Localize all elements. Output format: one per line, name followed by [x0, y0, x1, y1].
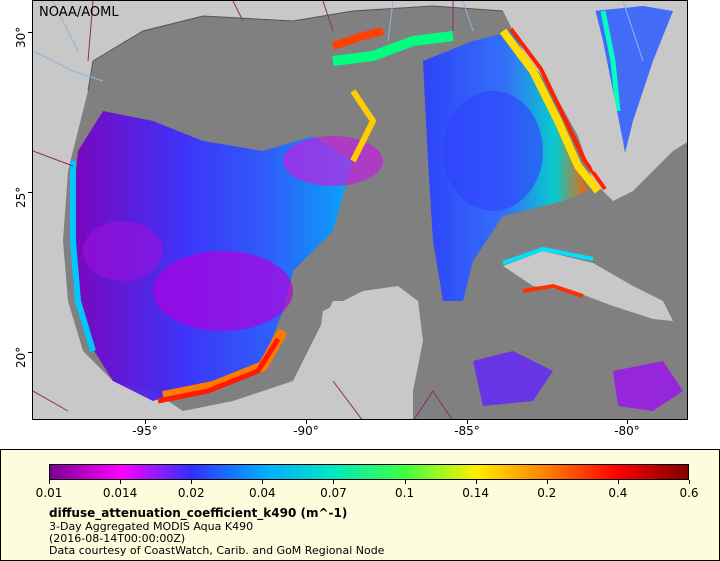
low-k490-patch: [83, 221, 163, 281]
colorbar-tick-mark: [262, 480, 264, 484]
lat-tick-label: 20°: [14, 346, 28, 368]
colorbar-tick-label: 0.4: [608, 486, 628, 500]
dataset-description: 3-Day Aggregated MODIS Aqua K490: [49, 520, 254, 533]
colorbar-tick-mark: [475, 480, 477, 484]
cuba-island: [503, 251, 673, 321]
lon-tick-mark: [145, 420, 146, 424]
low-k490-patch: [153, 251, 293, 331]
colorbar-tick-mark: [333, 480, 335, 484]
colorbar-tick-label: 0.6: [679, 486, 699, 500]
dataset-credit: Data courtesy of CoastWatch, Carib. and …: [49, 544, 385, 557]
state-border: [87, 1, 454, 62]
k490-map: [33, 1, 687, 419]
lat-tick-label: 30°: [14, 26, 28, 48]
legend-panel: 0.01 0.014 0.02 0.04 0.07 0.1 0.14 0.2 0.4 0.6 di…: [0, 449, 720, 561]
lon-tick-mark: [306, 420, 307, 424]
lon-tick-mark: [627, 420, 628, 424]
colorbar-tick-label: 0.01: [35, 486, 63, 500]
low-k490-patch: [283, 136, 383, 186]
cuba-coastal-high-k490: [522, 283, 584, 298]
colorbar-tick-mark: [191, 480, 193, 484]
colorbar-tick-label: 0.14: [462, 486, 490, 500]
campeche-coastal-high-k490: [157, 337, 281, 404]
yucatan-peninsula: [313, 286, 423, 419]
caribbean-k490-patch: [613, 361, 683, 411]
colorbar: [49, 464, 689, 480]
coastline: [87, 5, 504, 92]
lat-tick-mark: [28, 192, 32, 193]
colorbar-tick-label: 0.02: [177, 486, 205, 500]
lon-tick-label: -90°: [293, 424, 319, 438]
lat-tick-mark: [28, 352, 32, 353]
lon-tick-label: -95°: [132, 424, 158, 438]
colorbar-tick-mark: [617, 480, 619, 484]
colorbar-tick-mark: [546, 480, 548, 484]
florida-coastal-high-k490: [499, 28, 602, 194]
lon-tick-label: -80°: [614, 424, 640, 438]
colorbar-tick-label: 0.04: [248, 486, 276, 500]
noaa-credit: NOAA/AOML: [39, 5, 119, 20]
country-border: [33, 150, 453, 419]
florida-peninsula: [513, 1, 628, 181]
colorbar-tick-label: 0.014: [102, 486, 138, 500]
variable-name: diffuse_attenuation_coefficient_k490 (m^…: [49, 506, 348, 520]
lat-tick-mark: [28, 32, 32, 33]
caribbean-k490-patch: [473, 351, 553, 406]
dataset-time: (2016-08-14T00:00:00Z): [49, 532, 186, 545]
louisiana-shelf-band: [350, 89, 377, 163]
lon-tick-label: -85°: [454, 424, 480, 438]
lat-tick-label: 25°: [14, 186, 28, 208]
atlantic-coastal-band: [600, 10, 621, 112]
mississippi-plume: [331, 27, 384, 50]
florida-coastal-high-k490: [509, 27, 607, 191]
colorbar-tick-label: 0.07: [320, 486, 347, 500]
cuba-north-band: [502, 246, 594, 265]
colorbar-tick-label: 0.2: [537, 486, 557, 500]
colorbar-tick-label: 0.1: [395, 486, 415, 500]
colorbar-tick-mark: [49, 480, 50, 484]
colorbar-tick-mark: [404, 480, 406, 484]
river: [33, 1, 644, 82]
colorbar-tick-mark: [120, 480, 122, 484]
map-frame: NOAA/AOML: [32, 0, 688, 420]
lon-tick-mark: [467, 420, 468, 424]
colorbar-tick-mark: [689, 480, 690, 484]
northern-coast-turbid-band: [332, 31, 454, 66]
open-water-blue: [443, 91, 543, 211]
west-coastal-band: [70, 161, 96, 352]
